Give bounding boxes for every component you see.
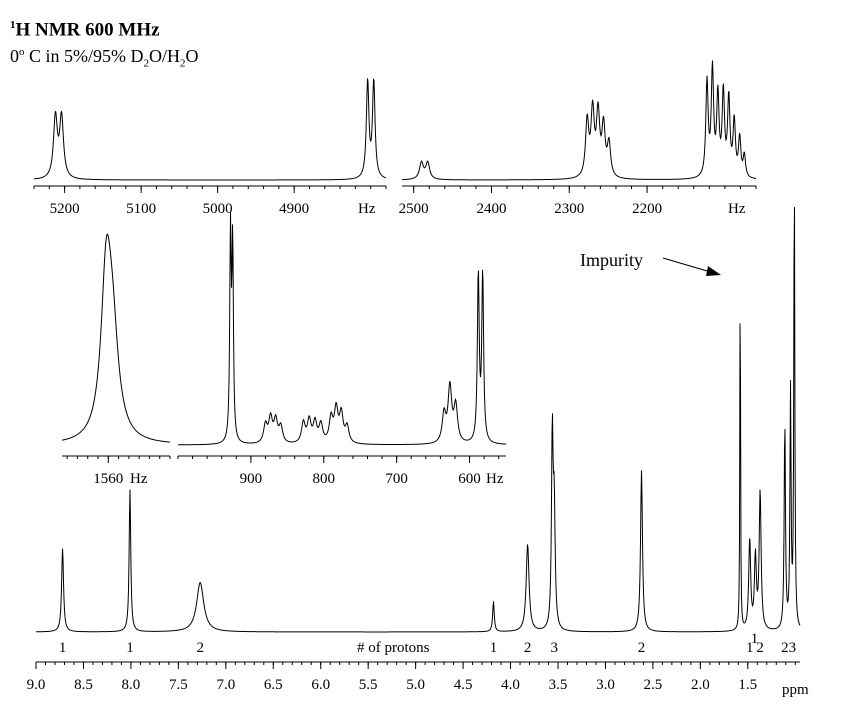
tick-label: 4900 [279, 201, 309, 217]
spectrum-trace [401, 60, 757, 181]
degree-mark: o [19, 46, 25, 59]
spectrum-title-text: H NMR 600 MHz [15, 19, 160, 41]
nucleus-mass-superscript: 1 [10, 19, 16, 31]
impurity-arrow-shaft [662, 257, 715, 274]
subscript-2a: 2 [143, 57, 150, 70]
tick-label: 1.5 [738, 677, 757, 693]
inset-mid-right-panel: 900 800 700 600 Hz [177, 212, 507, 487]
tick-label: 4.0 [501, 677, 520, 693]
tick-label: 8.0 [122, 677, 141, 693]
proton-count-label: 3 [550, 640, 558, 656]
tick-label: 5.5 [359, 677, 378, 693]
spectrum-trace [33, 78, 387, 181]
proton-count-label: 1 [59, 640, 67, 656]
proton-count-label: 2 [781, 640, 789, 656]
spectrum-trace [36, 207, 801, 633]
proton-count-label: 1 [126, 640, 134, 656]
tick-label: 9.0 [27, 677, 46, 693]
proton-count-label: 1 [490, 640, 498, 656]
sample-conditions: 0o C in 5%/95% D2O/H2O [10, 41, 199, 75]
inset-top-right-panel: 2500 2400 2300 2200 Hz [399, 60, 757, 217]
tick-label: 2.5 [644, 677, 663, 693]
tick-label: 2200 [632, 201, 662, 217]
main-spectrum-panel: 9.0 8.5 8.0 7.5 7.0 6.5 6.0 5.5 5.0 4.5 4.0 3.5 3.0 2… [27, 207, 801, 693]
tick-label: 900 [240, 471, 263, 487]
tick-label: 800 [313, 471, 336, 487]
spectrum-trace [177, 212, 507, 446]
x-axis-unit-label: Hz [728, 201, 746, 217]
proton-count-label: 2 [638, 640, 646, 656]
temperature-value: 0 [10, 46, 19, 67]
inset-top-left-panel: 5200 5100 5000 4900 Hz [33, 78, 387, 217]
tick-label: 2500 [399, 201, 429, 217]
proton-count-label: 1 [751, 631, 759, 647]
inset-mid-left-panel: 1560 Hz [61, 233, 171, 487]
impurity-label: Impurity [580, 250, 643, 270]
subscript-2b: 2 [180, 57, 186, 70]
impurity-arrow-head [706, 266, 721, 276]
tick-label: 2.0 [691, 677, 710, 693]
tick-label: 7.0 [216, 677, 235, 693]
tick-label: 3.5 [549, 677, 568, 693]
proton-count-label: 2 [756, 640, 764, 656]
conditions-text-a: C in 5%/95% D [24, 46, 144, 67]
protons-caption: # of protons [357, 640, 430, 656]
tick-label: 7.5 [169, 677, 188, 693]
tick-label: 4.5 [454, 677, 473, 693]
tick-label: 2400 [476, 201, 506, 217]
tick-label: 6.5 [264, 677, 283, 693]
proton-count-label: 1 [746, 640, 754, 656]
tick-label: 5.0 [406, 677, 425, 693]
tick-label: 700 [385, 471, 408, 487]
x-axis-unit-label: Hz [130, 471, 148, 487]
tick-label: 3.0 [596, 677, 615, 693]
tick-label: 6.0 [311, 677, 330, 693]
tick-label: 600 [458, 471, 481, 487]
spectrum-trace [61, 233, 171, 443]
proton-count-label: 2 [524, 640, 532, 656]
conditions-text-b: O/H [149, 46, 180, 67]
conditions-text-c: O [185, 46, 199, 67]
proton-count-label: 2 [196, 640, 204, 656]
tick-label: 5000 [203, 201, 233, 217]
x-axis-unit-label: Hz [486, 471, 504, 487]
tick-label: 8.5 [74, 677, 93, 693]
tick-label: 5100 [126, 201, 156, 217]
tick-label: 2300 [554, 201, 584, 217]
tick-label: 1560 [93, 471, 123, 487]
main-axis-unit: ppm [782, 682, 809, 698]
annotation-layer: Impurity # of protons ppm [357, 250, 809, 698]
spectrum-title: 1H NMR 600 MHz [10, 14, 199, 41]
proton-count-label: 3 [789, 640, 797, 656]
spectrum-title-block: 1H NMR 600 MHz 0o C in 5%/95% D2O/H2O [10, 14, 199, 75]
x-axis-unit-label: Hz [358, 201, 376, 217]
tick-label: 5200 [50, 201, 80, 217]
